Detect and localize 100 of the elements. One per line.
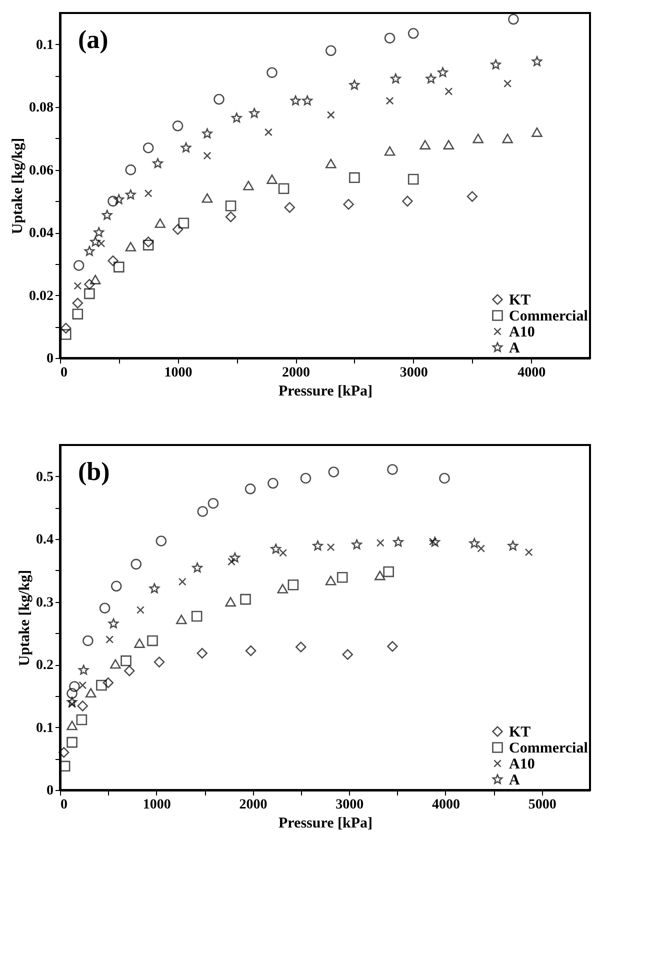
point — [125, 164, 136, 176]
annotation: (b) — [78, 457, 110, 486]
point — [477, 544, 486, 552]
point — [72, 308, 84, 320]
point — [74, 282, 82, 290]
point — [77, 700, 88, 712]
point — [504, 80, 512, 88]
point — [225, 211, 236, 222]
point — [78, 681, 87, 690]
annotation: (a) — [78, 25, 108, 54]
point — [532, 127, 542, 137]
point — [102, 210, 112, 220]
point — [444, 87, 453, 96]
point — [110, 659, 121, 669]
point — [325, 45, 336, 56]
point — [296, 642, 306, 652]
point — [408, 174, 419, 185]
point — [439, 472, 450, 484]
point — [349, 172, 360, 184]
point — [230, 552, 240, 562]
point — [154, 656, 165, 668]
point — [225, 200, 236, 212]
point — [134, 638, 145, 648]
point — [466, 191, 478, 202]
point — [102, 677, 114, 688]
legend-label: KT — [509, 724, 531, 740]
y-tick-label: 0.4 — [36, 532, 54, 548]
point — [408, 28, 419, 39]
point — [390, 73, 401, 84]
point — [192, 562, 202, 572]
point — [124, 665, 135, 676]
legend-label: KT — [509, 292, 531, 308]
point — [202, 128, 212, 138]
point — [430, 536, 440, 547]
point — [110, 580, 122, 592]
point — [284, 202, 296, 213]
y-axis-title: Uptake [kg/kg] — [17, 570, 33, 666]
point — [343, 198, 354, 210]
point — [108, 618, 119, 628]
point — [300, 472, 312, 484]
y-tick-label: 0.1 — [36, 38, 54, 53]
point — [76, 714, 88, 726]
point — [202, 193, 213, 203]
point — [342, 649, 354, 660]
point — [279, 548, 288, 557]
point — [106, 635, 114, 644]
point — [60, 322, 72, 334]
point — [325, 158, 336, 168]
x-axis-title: Pressure [kPa] — [278, 384, 373, 400]
point — [66, 696, 78, 707]
x-tick-label: 3000 — [336, 798, 364, 812]
point — [196, 648, 208, 659]
point — [180, 142, 192, 152]
point — [113, 262, 124, 272]
point — [524, 548, 533, 556]
y-tick-label: 0 — [46, 784, 54, 798]
point — [328, 466, 340, 478]
point — [176, 614, 187, 624]
point — [325, 576, 336, 586]
point — [108, 255, 118, 266]
point — [402, 196, 413, 207]
legend-label: Commercial — [509, 740, 588, 756]
y-tick-label: 0.5 — [36, 470, 54, 485]
point — [96, 680, 107, 691]
y-tick-label: 0.3 — [36, 595, 54, 610]
x-tick-label: 0 — [60, 366, 68, 380]
point — [172, 224, 184, 235]
point — [384, 32, 396, 44]
point — [82, 635, 94, 646]
x-tick-label: 4000 — [518, 366, 546, 380]
point — [142, 240, 154, 250]
x-tick-label: 4000 — [432, 798, 460, 812]
point — [326, 543, 335, 552]
point — [352, 539, 362, 550]
point — [136, 606, 144, 614]
point — [147, 635, 158, 646]
point — [387, 640, 398, 652]
point — [532, 56, 542, 66]
point — [245, 645, 256, 656]
legend-label: A — [509, 772, 520, 788]
point — [178, 218, 190, 229]
point — [94, 227, 104, 238]
x-tick-label: 1000 — [142, 798, 171, 812]
point — [84, 246, 95, 256]
point — [508, 14, 519, 25]
point — [383, 566, 394, 578]
point — [302, 95, 312, 106]
point — [420, 140, 431, 150]
x-tick-label: 3000 — [400, 366, 428, 380]
point — [268, 478, 278, 489]
y-tick-label: 0.2 — [36, 658, 54, 674]
point — [232, 112, 242, 123]
point — [84, 288, 95, 300]
y-tick-label: 0 — [46, 352, 54, 366]
point — [508, 540, 518, 550]
point — [172, 120, 184, 132]
x-tick-label: 1000 — [164, 366, 192, 380]
point — [154, 218, 166, 228]
point — [384, 146, 396, 156]
point — [84, 278, 95, 290]
